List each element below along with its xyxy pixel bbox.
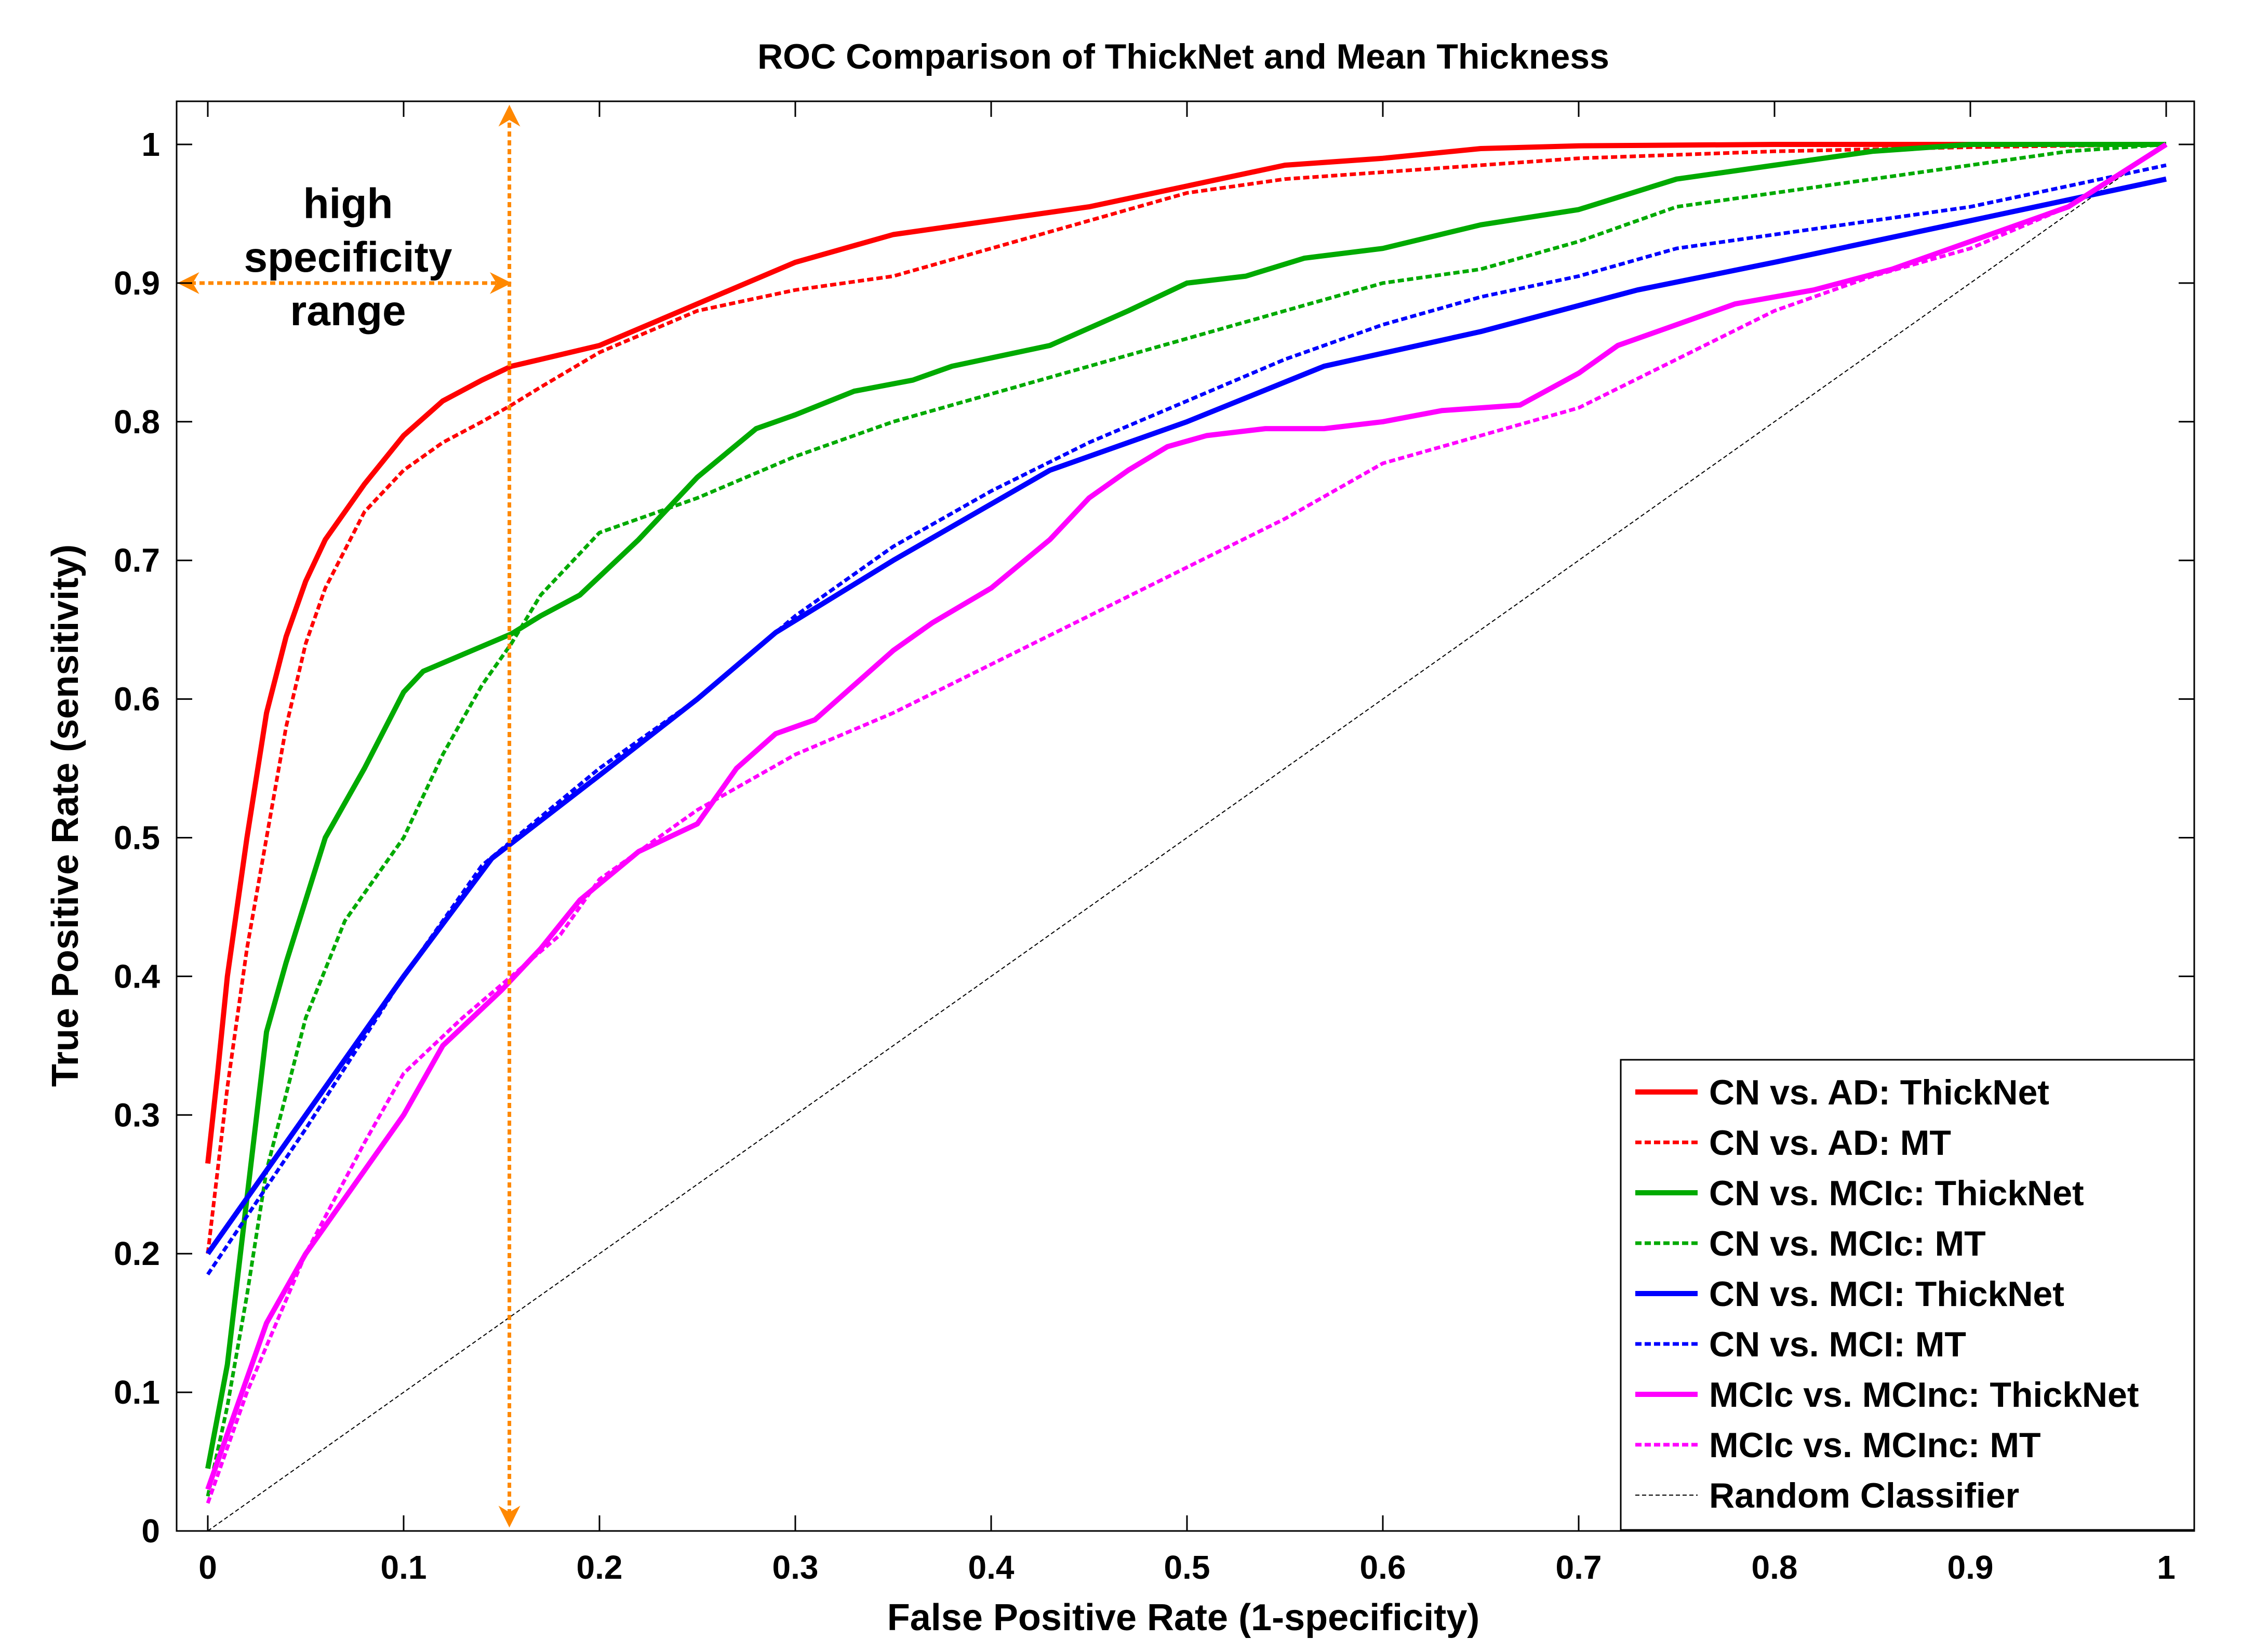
y-axis-title: True Positive Rate (sensitivity) — [45, 544, 86, 1087]
legend-box — [1620, 1059, 2195, 1531]
x-tick-label: 0.7 — [1556, 1549, 1602, 1586]
y-tick-label: 0.8 — [114, 403, 160, 441]
ticks-layer: 0 0.1 0.2 0.3 0.4 0.5 0.6 0.7 0.8 0.9 1 0 0.1 0.2 0.3 0… — [114, 101, 2194, 1586]
legend-label-3: CN vs. MCIc: MT — [1709, 1224, 1986, 1263]
x-tick-label: 0.1 — [381, 1549, 427, 1586]
chart-title: ROC Comparison of ThickNet and Mean Thic… — [757, 37, 1609, 76]
series-line-3 — [206, 142, 2167, 1497]
series-line-7 — [206, 143, 2167, 1504]
y-tick-label: 0.1 — [114, 1374, 160, 1411]
series-line-1 — [206, 142, 2167, 1254]
series-line-8 — [207, 144, 2167, 1531]
legend-label-1: CN vs. AD: MT — [1709, 1123, 1951, 1163]
series-line-0 — [205, 142, 2166, 1164]
legend-label-5: CN vs. MCI: MT — [1709, 1325, 1966, 1364]
annotation-text: high specificity range — [244, 180, 452, 335]
y-tick-label: 0.2 — [114, 1235, 160, 1272]
series-line-6 — [205, 142, 2168, 1490]
legend-label-0: CN vs. AD: ThickNet — [1709, 1073, 2049, 1112]
y-tick-label: 0.4 — [114, 957, 160, 995]
legend-label-6: MCIc vs. MCInc: ThickNet — [1709, 1375, 2139, 1415]
x-tick-label: 0.6 — [1360, 1549, 1406, 1586]
annotation-layer — [177, 104, 521, 1528]
annotation-line-2: specificity — [244, 234, 452, 281]
x-tick-label: 0.4 — [968, 1549, 1015, 1586]
legend-label-4: CN vs. MCI: ThickNet — [1709, 1274, 2064, 1314]
legend-label-8: Random Classifier — [1709, 1476, 2019, 1515]
y-tick-label: 0.3 — [114, 1096, 160, 1134]
x-tick-label: 0.2 — [577, 1549, 623, 1586]
legend: CN vs. AD: ThickNet CN vs. AD: MT CN vs. M… — [1620, 1059, 2195, 1531]
series-line-2 — [205, 142, 2166, 1469]
y-tick-label: 1 — [141, 126, 160, 163]
series-line-5 — [206, 163, 2167, 1276]
x-tick-label: 0 — [198, 1549, 217, 1586]
legend-label-7: MCIc vs. MCInc: MT — [1709, 1425, 2041, 1465]
x-axis-title: False Positive Rate (1-specificity) — [887, 1597, 1479, 1638]
y-tick-label: 0.9 — [114, 264, 160, 302]
x-tick-label: 1 — [2157, 1549, 2176, 1586]
y-tick-label: 0.5 — [114, 819, 160, 857]
y-tick-label: 0 — [141, 1512, 160, 1550]
y-tick-label: 0.6 — [114, 681, 160, 718]
x-tick-label: 0.3 — [772, 1549, 819, 1586]
x-tick-label: 0.8 — [1752, 1549, 1798, 1586]
x-tick-label: 0.5 — [1164, 1549, 1210, 1586]
series-layer — [205, 142, 2168, 1531]
annotation-line-3: range — [290, 287, 406, 335]
x-tick-label: 0.9 — [1947, 1549, 1994, 1586]
annotation-line-1: high — [303, 180, 393, 228]
legend-label-2: CN vs. MCIc: ThickNet — [1709, 1174, 2084, 1213]
series-line-4 — [205, 176, 2167, 1256]
plot-area-frame — [176, 100, 2195, 1532]
y-tick-label: 0.7 — [114, 542, 160, 579]
